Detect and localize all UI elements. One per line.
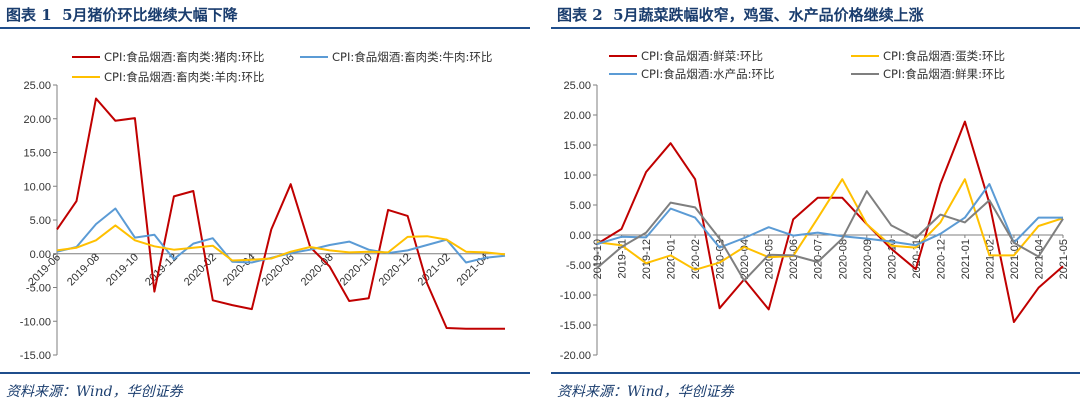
legend-label: CPI:食品烟酒:蛋类:环比 (883, 49, 1005, 63)
x-tick-label: 2020-07 (813, 239, 825, 279)
legend-label: CPI:食品烟酒:畜肉类:牛肉:环比 (332, 50, 492, 64)
title-rule (0, 27, 530, 29)
legend-label: CPI:食品烟酒:畜肉类:猪肉:环比 (104, 50, 264, 64)
legend-label: CPI:食品烟酒:鲜果:环比 (883, 67, 1005, 81)
x-tick-label: 2019-10 (592, 239, 604, 279)
y-tick-label: -15.00 (20, 350, 51, 362)
y-tick-label: 20.00 (563, 110, 591, 122)
y-tick-label: -15.00 (560, 320, 591, 332)
series-line-1 (596, 120, 1064, 323)
source-note: 资料来源：Wind，华创证券 (557, 384, 734, 400)
legend-label: CPI:食品烟酒:畜肉类:羊肉:环比 (104, 70, 264, 84)
y-tick-label: 0.00 (30, 249, 51, 261)
x-tick-label: 2021-05 (1058, 239, 1070, 279)
y-tick-label: -5.00 (566, 260, 591, 272)
x-tick-label: 2020-08 (299, 251, 336, 288)
y-tick-label: 5.00 (30, 215, 51, 227)
source-rule (551, 372, 1080, 374)
y-tick-label: 5.00 (570, 200, 591, 212)
series-line-4 (596, 190, 1064, 282)
x-tick-label: 2020-09 (862, 239, 874, 279)
legend-label: CPI:食品烟酒:水产品:环比 (641, 67, 774, 81)
source-rule (0, 372, 530, 374)
y-tick-label: 20.00 (23, 114, 51, 126)
y-tick-label: 0.00 (570, 230, 591, 242)
x-tick-label: 2021-02 (416, 251, 453, 288)
x-tick-label: 2019-10 (104, 251, 141, 288)
x-tick-label: 2020-12 (935, 239, 947, 279)
x-tick-label: 2020-10 (886, 239, 898, 279)
title-rule (551, 27, 1080, 29)
x-tick-label: 2020-03 (715, 239, 727, 279)
series-line-1 (56, 97, 505, 330)
y-tick-label: 10.00 (563, 170, 591, 182)
chart-panel-2: 图表 2 5月蔬菜跌幅收窄，鸡蛋、水产品价格继续上涨 -20.00 -15.00-… (551, 0, 1080, 413)
y-tick-label: 10.00 (23, 181, 51, 193)
x-tick-label: 2020-05 (764, 239, 776, 279)
y-tick-label: 15.00 (23, 148, 51, 160)
line-chart-vegetables: -20.00 -15.00 -10.00 -5.00 0.00 5.00 10.00 15.0… (560, 49, 1070, 362)
y-tick-label: 25.00 (23, 80, 51, 92)
x-tick-label: 2020-01 (666, 239, 678, 279)
chart-panel-1: 图表 1 5月猪价环比继续大幅下降 -15.00 -10.00 -5.00 0.00 5… (0, 0, 530, 413)
x-tick-label: 2020-10 (338, 251, 375, 288)
chart-title: 图表 2 5月蔬菜跌幅收窄，鸡蛋、水产品价格继续上涨 (557, 6, 924, 24)
x-tick-label: 2019-12 (641, 239, 653, 279)
x-tick-label: 2019-08 (65, 251, 102, 288)
source-note: 资料来源：Wind，华创证券 (6, 384, 183, 400)
y-tick-label: 25.00 (563, 80, 591, 92)
series-line-2 (596, 178, 1064, 271)
x-tick-label: 2020-02 (182, 251, 219, 288)
x-tick-label: 2020-06 (788, 239, 800, 279)
legend-label: CPI:食品烟酒:鲜菜:环比 (641, 49, 763, 63)
x-tick-label: 2021-01 (960, 239, 972, 279)
y-tick-label: -10.00 (560, 290, 591, 302)
x-tick-label: 2020-12 (377, 251, 414, 288)
line-chart-pork: -15.00 -10.00 -5.00 0.00 5.00 10.00 15.00 20.00… (20, 50, 506, 362)
x-tick-label: 2021-04 (1033, 239, 1045, 279)
y-tick-label: -20.00 (560, 350, 591, 362)
y-tick-label: -10.00 (20, 316, 51, 328)
y-tick-label: 15.00 (563, 140, 591, 152)
x-tick-label: 2020-02 (690, 239, 702, 279)
y-tick-label: -5.00 (26, 283, 51, 295)
series-line-3 (596, 183, 1063, 249)
chart-title: 图表 1 5月猪价环比继续大幅下降 (6, 6, 238, 24)
x-tick-label: 2020-08 (837, 239, 849, 279)
series-line-3 (56, 224, 506, 262)
